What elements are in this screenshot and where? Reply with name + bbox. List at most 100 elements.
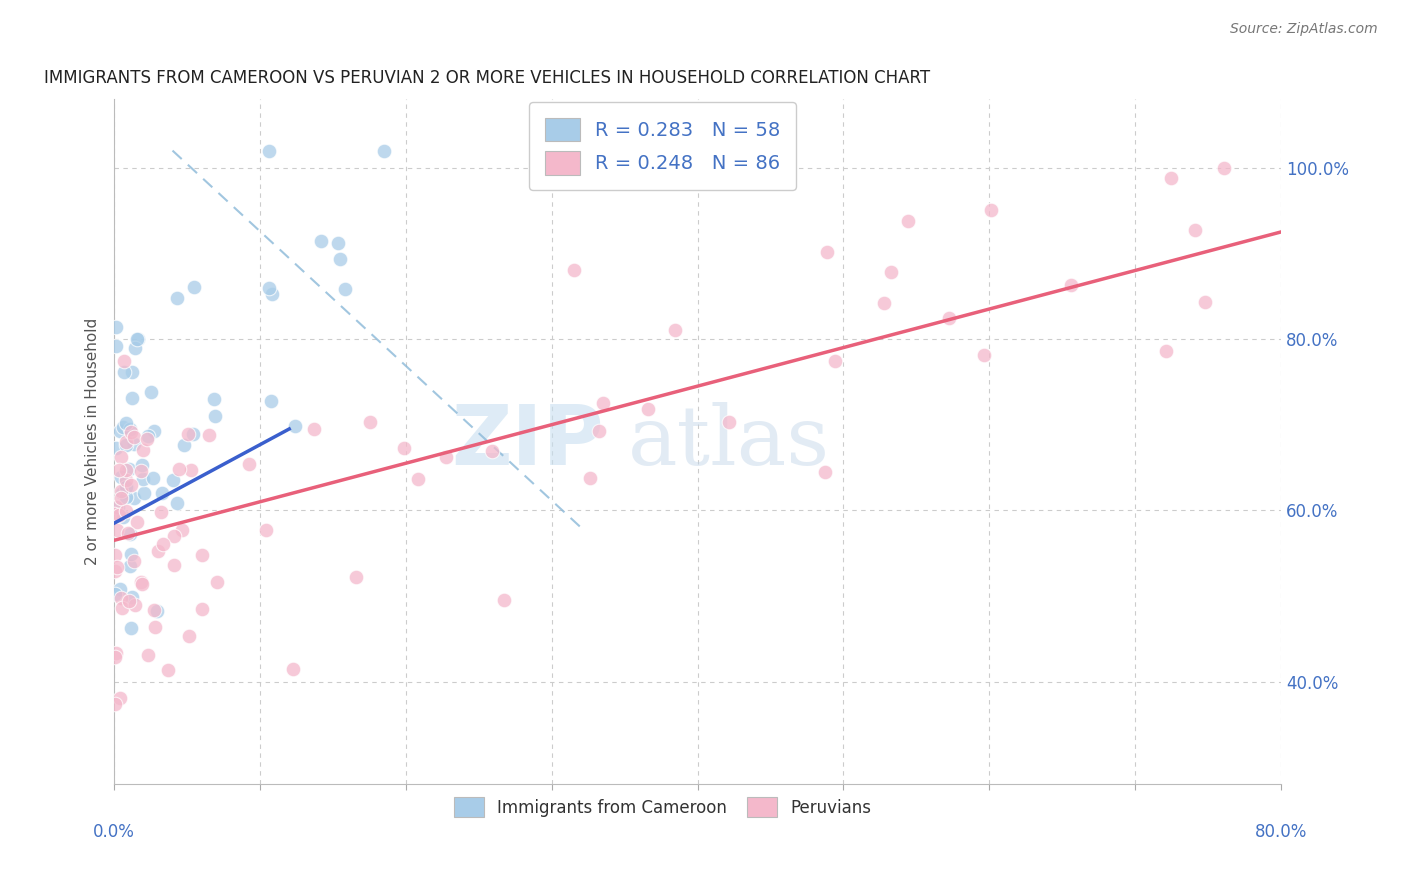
Point <box>124 430 146 444</box>
Point <box>118 559 141 574</box>
Point <box>121 590 143 604</box>
Point <box>172 523 194 537</box>
Point <box>257 144 280 158</box>
Point <box>120 478 142 492</box>
Point <box>143 603 166 617</box>
Point <box>121 365 143 379</box>
Point <box>115 491 138 505</box>
Point <box>108 508 131 523</box>
Text: 80.0%: 80.0% <box>1254 823 1308 841</box>
Point <box>562 262 585 277</box>
Point <box>143 620 166 634</box>
Point <box>120 425 142 439</box>
Point <box>111 600 134 615</box>
Point <box>179 463 201 477</box>
Point <box>104 548 127 562</box>
Text: ZIP: ZIP <box>451 401 605 483</box>
Point <box>103 508 125 522</box>
Point <box>873 295 896 310</box>
Point <box>302 422 325 436</box>
Point <box>434 450 457 464</box>
Point <box>190 602 212 616</box>
Point <box>132 443 155 458</box>
Point <box>118 461 141 475</box>
Point <box>309 235 332 249</box>
Point <box>120 526 142 541</box>
Point <box>1184 223 1206 237</box>
Point <box>260 287 283 301</box>
Point <box>897 214 920 228</box>
Point <box>125 332 148 346</box>
Point <box>326 236 349 251</box>
Point <box>115 480 138 494</box>
Point <box>1156 344 1178 359</box>
Point <box>115 438 138 452</box>
Point <box>1194 295 1216 310</box>
Point <box>136 429 159 443</box>
Point <box>281 662 304 676</box>
Point <box>176 427 198 442</box>
Point <box>110 591 132 606</box>
Point <box>120 547 142 561</box>
Text: 0.0%: 0.0% <box>93 823 135 841</box>
Point <box>824 354 846 368</box>
Point <box>110 483 132 498</box>
Point <box>131 458 153 472</box>
Point <box>118 593 141 607</box>
Point <box>110 491 132 505</box>
Point <box>150 486 173 500</box>
Point <box>392 442 415 456</box>
Point <box>938 310 960 325</box>
Legend: Immigrants from Cameroon, Peruvians: Immigrants from Cameroon, Peruvians <box>447 790 877 824</box>
Point <box>162 473 184 487</box>
Point <box>107 500 129 515</box>
Point <box>139 384 162 399</box>
Point <box>183 279 205 293</box>
Point <box>335 282 357 296</box>
Text: Source: ZipAtlas.com: Source: ZipAtlas.com <box>1230 22 1378 37</box>
Point <box>142 424 165 438</box>
Point <box>238 457 260 471</box>
Point <box>104 564 127 578</box>
Point <box>344 570 367 584</box>
Point <box>104 650 127 665</box>
Point <box>108 462 131 476</box>
Point <box>173 437 195 451</box>
Point <box>1060 278 1083 293</box>
Point <box>104 647 127 661</box>
Point <box>131 576 153 591</box>
Point <box>256 523 278 537</box>
Point <box>592 395 614 409</box>
Text: IMMIGRANTS FROM CAMEROON VS PERUVIAN 2 OR MORE VEHICLES IN HOUSEHOLD CORRELATION: IMMIGRANTS FROM CAMEROON VS PERUVIAN 2 O… <box>44 69 931 87</box>
Point <box>115 504 138 518</box>
Point <box>1213 161 1236 175</box>
Point <box>492 593 515 607</box>
Point <box>373 144 395 158</box>
Point <box>105 320 128 334</box>
Point <box>152 537 174 551</box>
Point <box>115 473 138 487</box>
Point <box>132 472 155 486</box>
Point <box>114 463 136 477</box>
Point <box>973 349 995 363</box>
Point <box>104 339 127 353</box>
Point <box>105 559 128 574</box>
Point <box>146 604 169 618</box>
Point <box>111 485 134 500</box>
Point <box>111 420 134 434</box>
Point <box>122 437 145 451</box>
Point <box>329 252 352 266</box>
Point <box>103 697 125 711</box>
Point <box>112 354 135 368</box>
Point <box>125 515 148 529</box>
Point <box>115 482 138 496</box>
Point <box>149 505 172 519</box>
Point <box>105 523 128 537</box>
Point <box>124 341 146 355</box>
Point <box>127 333 149 347</box>
Point <box>259 280 281 294</box>
Point <box>205 575 228 590</box>
Text: atlas: atlas <box>627 401 830 482</box>
Point <box>191 548 214 562</box>
Point <box>637 401 659 416</box>
